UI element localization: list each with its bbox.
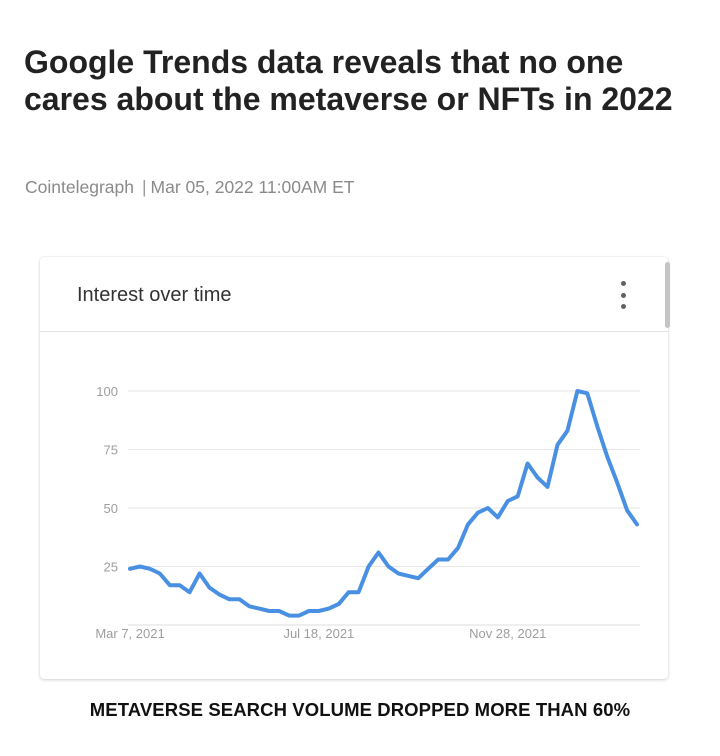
x-tick-label: Nov 28, 2021 bbox=[469, 626, 546, 641]
article-headline: Google Trends data reveals that no one c… bbox=[24, 44, 673, 117]
more-vert-icon[interactable] bbox=[615, 281, 631, 309]
source-name[interactable]: Cointelegraph bbox=[25, 177, 134, 197]
y-tick-label: 50 bbox=[104, 501, 118, 516]
interest-over-time-card: Interest over time 25 50 75 100 Mar 7, 2021 J… bbox=[40, 257, 668, 679]
y-tick-label: 100 bbox=[96, 384, 118, 399]
y-tick-label: 25 bbox=[104, 560, 118, 575]
article-byline: Cointelegraph | Mar 05, 2022 11:00AM ET bbox=[25, 177, 354, 198]
interest-line-chart: 25 50 75 100 Mar 7, 2021 Jul 18, 2021 Nov 28, … bbox=[95, 384, 640, 641]
x-tick-label: Mar 7, 2021 bbox=[95, 626, 164, 641]
card-title: Interest over time bbox=[77, 284, 232, 306]
byline-separator: | bbox=[141, 177, 147, 197]
publish-date: Mar 05, 2022 11:00AM ET bbox=[150, 177, 355, 197]
x-tick-label: Jul 18, 2021 bbox=[283, 626, 354, 641]
y-tick-label: 75 bbox=[104, 443, 118, 458]
card-header: Interest over time bbox=[40, 257, 668, 332]
series-line bbox=[128, 389, 639, 618]
image-caption: METAVERSE SEARCH VOLUME DROPPED MORE THA… bbox=[89, 699, 631, 720]
scrollbar[interactable] bbox=[665, 262, 670, 328]
